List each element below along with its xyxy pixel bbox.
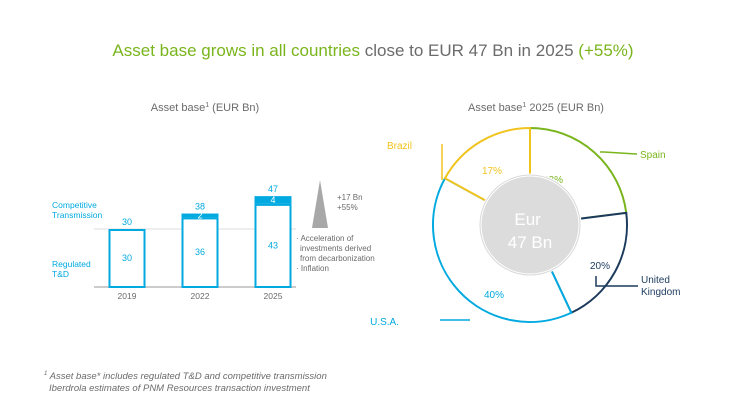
bar-competitive-2022	[181, 213, 219, 218]
donut-chart-title-superscript: 1	[522, 102, 526, 109]
donut-name-spain: Spain	[640, 150, 666, 161]
bar-regulated-2019	[108, 229, 146, 288]
bar-competitive-label-2022: 2	[197, 210, 202, 220]
bar-regulated-label-2025: 43	[268, 240, 278, 250]
growth-triangle	[312, 180, 328, 228]
bar-chart-title: Asset base1 (EUR Bn)	[151, 102, 259, 114]
donut-chart: Asset base1 2025 (EUR Bn) 23%Spain20%Uni…	[370, 102, 680, 328]
x-tick-2019: 2019	[118, 291, 137, 301]
donut-center-ring	[479, 174, 581, 276]
headline-part2: close to EUR 47 Bn in 2025	[359, 41, 579, 60]
bar-regulated-label-2019: 30	[122, 253, 132, 263]
donut-pct-brazil: 17%	[482, 166, 502, 177]
donut-center-label: Eur 47 Bn	[508, 210, 552, 252]
bar-chart-title-superscript: 1	[205, 102, 209, 109]
donut-chart-title-text: Asset base	[468, 102, 522, 114]
leader-line-spain	[600, 151, 638, 155]
bar-regulated-2022	[181, 217, 219, 288]
bar-chart-title-text: Asset base	[151, 102, 205, 114]
bar-competitive-2025	[254, 196, 292, 204]
growth-drivers: · Acceleration of investments derived fr…	[296, 234, 377, 273]
leader-line-united-kingdom	[595, 276, 638, 287]
bar-total-label-2025: 47	[268, 184, 278, 194]
growth-annotation: +17 Bn +55%	[337, 193, 365, 212]
headline-part1: Asset base grows in all countries	[112, 41, 360, 60]
donut-chart-title-unit: 2025 (EUR Bn)	[526, 102, 604, 114]
bar-chart: Asset base1 (EUR Bn) Competitive Transmi…	[52, 102, 377, 301]
bar-regulated-2025	[254, 203, 292, 288]
footnote-1: 1 Asset base* includes regulated T&D and…	[44, 368, 327, 383]
legend-competitive: Competitive Transmission	[52, 200, 102, 220]
bar-chart-title-unit: (EUR Bn)	[209, 102, 259, 114]
donut-name-u-s-a: U.S.A.	[370, 317, 399, 328]
footnote-2: Iberdrola estimates of PNM Resources tra…	[44, 383, 327, 395]
donut-slices-group: 23%Spain20%UnitedKingdom40%U.S.A.17%Braz…	[370, 126, 680, 328]
footnote-marker: 1	[44, 371, 48, 377]
donut-name-brazil: Brazil	[387, 141, 412, 152]
footnote-line1: Asset base* includes regulated T&D and c…	[49, 371, 327, 383]
headline: Asset base grows in all countries close …	[0, 40, 746, 62]
bar-total-label-2019: 30	[122, 217, 132, 227]
donut-pct-u-s-a: 40%	[484, 290, 504, 301]
bars-group: 30 30 2019 36 238 2022 43 447 2025	[108, 184, 292, 301]
x-tick-2022: 2022	[191, 291, 210, 301]
headline-part3: (+55%)	[578, 41, 634, 60]
bar-regulated-label-2022: 36	[195, 247, 205, 257]
donut-chart-title: Asset base1 2025 (EUR Bn)	[468, 102, 604, 114]
bar-competitive-label-2025: 4	[270, 195, 275, 205]
x-tick-2025: 2025	[264, 291, 283, 301]
donut-pct-united-kingdom: 20%	[590, 261, 610, 272]
bar-total-label-2022: 38	[195, 202, 205, 212]
footnote-line2: Iberdrola estimates of PNM Resources tra…	[49, 383, 310, 395]
footnotes: 1 Asset base* includes regulated T&D and…	[44, 368, 327, 395]
donut-name-united-kingdom: United Kingdom	[641, 275, 680, 298]
legend-regulated: Regulated T&D	[52, 259, 93, 279]
